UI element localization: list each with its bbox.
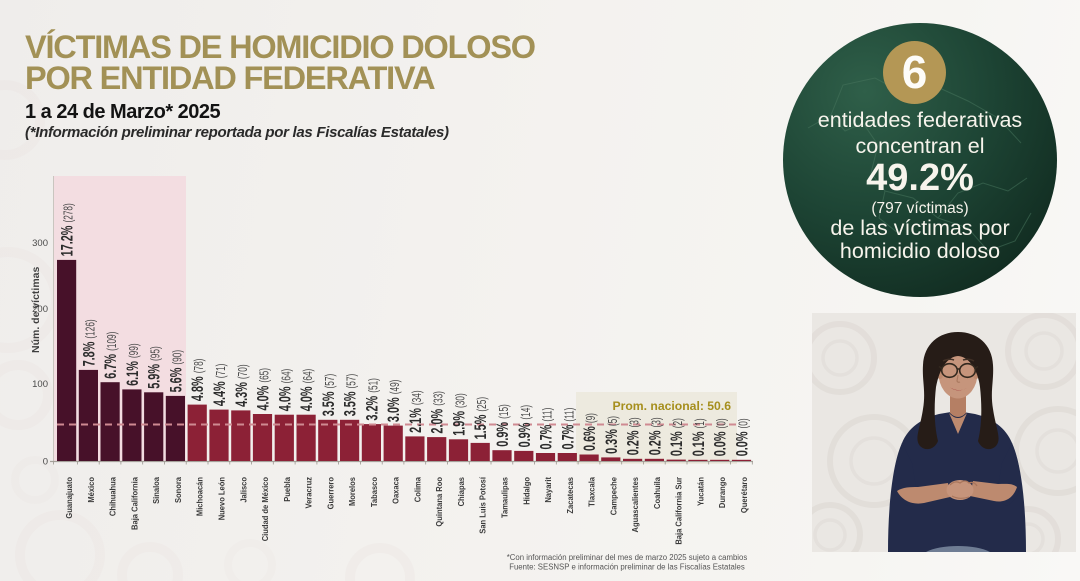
svg-text:4.0% (64): 4.0% (64) [297, 369, 316, 411]
svg-text:Guanajuato: Guanajuato [65, 477, 75, 519]
svg-text:0.0% (0): 0.0% (0) [732, 418, 751, 456]
svg-text:Tabasco: Tabasco [369, 477, 379, 507]
svg-text:6.7% (109): 6.7% (109) [101, 332, 120, 379]
svg-text:6.1% (99): 6.1% (99) [123, 343, 142, 385]
svg-text:0.7% (11): 0.7% (11) [536, 408, 555, 450]
svg-text:2.0% (33): 2.0% (33) [427, 391, 446, 433]
svg-text:4.0% (64): 4.0% (64) [275, 369, 294, 411]
svg-text:Baja California Sur: Baja California Sur [674, 476, 684, 544]
svg-text:0.1% (1): 0.1% (1) [689, 418, 708, 456]
svg-text:0.1% (2): 0.1% (2) [667, 418, 686, 456]
svg-text:0.2% (3): 0.2% (3) [623, 417, 642, 455]
svg-text:3.2% (51): 3.2% (51) [362, 378, 381, 420]
svg-text:Puebla: Puebla [282, 477, 292, 502]
svg-text:San Luis Potosí: San Luis Potosí [478, 476, 488, 533]
svg-text:Oaxaca: Oaxaca [391, 477, 401, 504]
svg-text:4.4% (71): 4.4% (71) [210, 364, 229, 406]
svg-text:Aguascalientes: Aguascalientes [631, 477, 641, 533]
svg-text:Baja California: Baja California [130, 477, 140, 530]
svg-text:0.6% (9): 0.6% (9) [580, 413, 599, 451]
svg-text:Zacatecas: Zacatecas [565, 477, 575, 514]
svg-text:*Con información preliminar de: *Con información preliminar del mes de m… [507, 553, 748, 562]
svg-text:100: 100 [32, 379, 48, 390]
svg-text:Fuente: SESNSP e información p: Fuente: SESNSP e información preliminar … [509, 563, 745, 572]
svg-text:Prom. nacional: 50.6: Prom. nacional: 50.6 [612, 399, 731, 413]
svg-text:0.7% (11): 0.7% (11) [558, 408, 577, 450]
svg-text:Jalisco: Jalisco [239, 477, 249, 503]
svg-text:Durango: Durango [718, 477, 728, 508]
svg-text:2.1% (34): 2.1% (34) [406, 390, 425, 432]
svg-text:200: 200 [32, 304, 48, 315]
svg-text:3.0% (49): 3.0% (49) [384, 380, 403, 422]
svg-text:Ciudad de México: Ciudad de México [261, 477, 271, 541]
svg-text:3.5% (57): 3.5% (57) [318, 374, 337, 416]
svg-text:5.9% (95): 5.9% (95) [144, 346, 163, 388]
svg-text:0.2% (3): 0.2% (3) [645, 417, 664, 455]
svg-text:Quintana Roo: Quintana Roo [435, 477, 445, 527]
svg-text:Michoacán: Michoacán [195, 477, 205, 516]
svg-text:Tamaulipas: Tamaulipas [500, 477, 510, 519]
svg-text:Chiapas: Chiapas [457, 477, 467, 507]
svg-text:300: 300 [32, 238, 48, 249]
svg-text:1.5% (25): 1.5% (25) [471, 397, 490, 439]
svg-text:0: 0 [43, 457, 48, 468]
svg-text:1.9% (30): 1.9% (30) [449, 393, 468, 435]
svg-text:5.6% (90): 5.6% (90) [166, 350, 185, 392]
svg-text:17.2% (278): 17.2% (278) [57, 203, 76, 256]
svg-text:Sinaloa: Sinaloa [152, 477, 162, 504]
svg-text:Hidalgo: Hidalgo [522, 477, 532, 505]
svg-text:Núm. de víctimas: Núm. de víctimas [30, 266, 42, 353]
svg-text:Querétaro: Querétaro [740, 477, 750, 513]
svg-text:Guerrero: Guerrero [326, 477, 336, 509]
svg-text:0.3% (5): 0.3% (5) [602, 416, 621, 454]
svg-text:Coahuila: Coahuila [652, 477, 662, 509]
svg-text:Colima: Colima [413, 477, 423, 503]
svg-text:4.8% (78): 4.8% (78) [188, 359, 207, 401]
svg-text:Tlaxcala: Tlaxcala [587, 477, 597, 507]
svg-text:Nuevo León: Nuevo León [217, 477, 227, 520]
svg-text:Morelos: Morelos [348, 477, 358, 506]
svg-text:Campeche: Campeche [609, 477, 619, 516]
svg-text:Nayarit: Nayarit [544, 477, 554, 503]
svg-text:0.0% (0): 0.0% (0) [710, 418, 729, 456]
svg-text:4.3% (70): 4.3% (70) [231, 364, 250, 406]
svg-text:Yucatán: Yucatán [696, 477, 706, 506]
svg-text:3.5% (57): 3.5% (57) [340, 374, 359, 416]
svg-text:Sonora: Sonora [173, 477, 183, 504]
svg-text:0.9% (14): 0.9% (14) [514, 405, 533, 447]
svg-text:7.8% (126): 7.8% (126) [79, 319, 98, 366]
svg-text:4.0% (65): 4.0% (65) [253, 368, 272, 410]
svg-text:Veracruz: Veracruz [304, 477, 314, 509]
svg-text:México: México [86, 477, 96, 503]
svg-text:0.9% (15): 0.9% (15) [493, 404, 512, 446]
svg-text:Chihuahua: Chihuahua [108, 477, 118, 517]
